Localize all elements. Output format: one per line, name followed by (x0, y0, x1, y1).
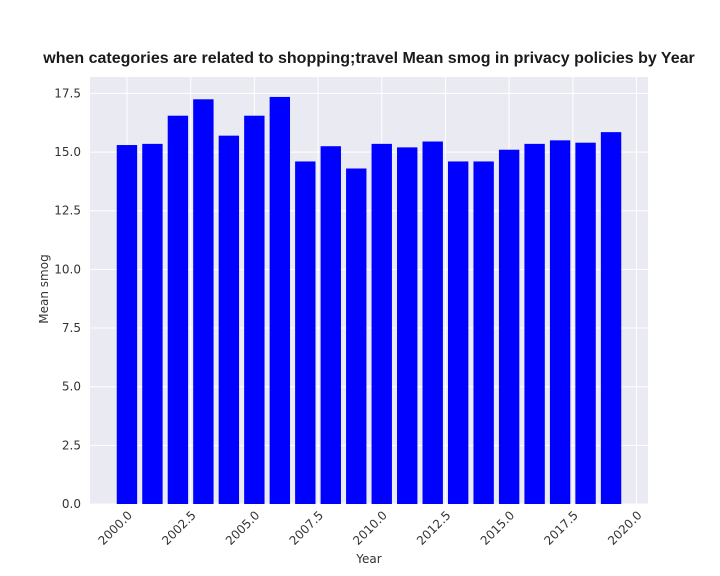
bar-2003 (193, 99, 214, 505)
bar-2005 (244, 115, 265, 504)
y-tick-label: 5.0 (62, 380, 81, 394)
x-tick-label: 2007.5 (287, 508, 327, 548)
bars (116, 96, 622, 505)
bar-2017 (549, 140, 571, 504)
x-tick-label: 2005.0 (223, 508, 263, 548)
x-tick-label: 2000.0 (95, 508, 135, 548)
x-tick-label: 2002.5 (159, 508, 199, 548)
bar-2008 (320, 146, 341, 504)
bar-2009 (346, 168, 367, 504)
bar-2000 (116, 145, 138, 505)
y-tick-label: 10.0 (54, 262, 81, 276)
bar-2015 (498, 149, 520, 504)
bar-2014 (473, 161, 494, 504)
y-tick-label: 0.0 (62, 497, 81, 511)
x-tick-label: 2017.5 (541, 508, 581, 548)
bar-2019 (600, 132, 622, 504)
x-axis-label: Year (355, 552, 381, 566)
bar-2002 (167, 115, 189, 504)
y-tick-label: 12.5 (54, 204, 81, 218)
bar-2013 (447, 161, 469, 504)
bar-2001 (142, 143, 163, 504)
bar-2007 (295, 161, 316, 504)
x-tick-label: 2020.0 (605, 508, 645, 548)
x-tick-label: 2010.0 (350, 508, 390, 548)
y-tick-label: 17.5 (54, 86, 81, 100)
x-tick-label: 2015.0 (478, 508, 518, 548)
y-tick-label: 2.5 (62, 438, 81, 452)
y-tick-label: 15.0 (54, 145, 81, 159)
y-axis-label: Mean smog (37, 254, 51, 323)
y-tick-label: 7.5 (62, 321, 81, 335)
bar-2016 (524, 143, 545, 504)
bar-2018 (575, 142, 596, 504)
bar-2012 (422, 141, 443, 504)
chart-title: when categories are related to shopping;… (42, 50, 694, 67)
bar-2010 (371, 143, 392, 504)
bar-2011 (397, 147, 418, 504)
bar-2004 (218, 135, 240, 504)
bar-2006 (269, 96, 291, 504)
x-tick-label: 2012.5 (414, 508, 454, 548)
